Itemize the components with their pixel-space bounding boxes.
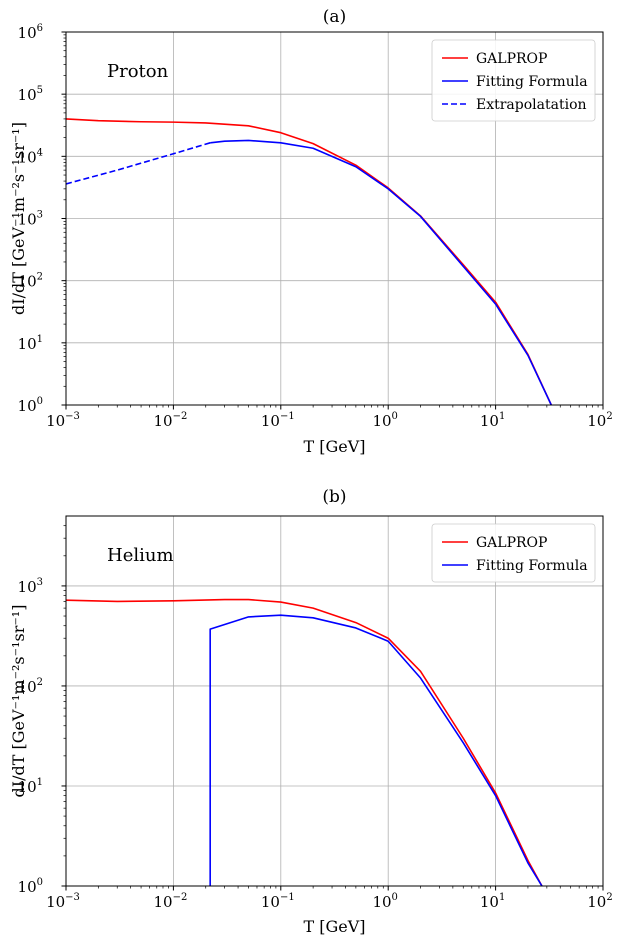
chart-panel-1: 10−3 10−2 10−1 100 101 102100101102103(b)Heli… — [9, 487, 613, 936]
x-tick-label: 10−2 — [153, 892, 187, 911]
x-tick-label: 10−3 — [46, 892, 80, 911]
legend: GALPROP Fitting Formula Extrapolatation — [431, 39, 596, 122]
x-tick-label: 101 — [480, 892, 505, 911]
y-tick-label: 100 — [18, 396, 43, 415]
plot-frame — [65, 515, 604, 887]
x-tick-label: 10−3 — [46, 411, 80, 430]
chart-panel-0: 10−3 10−2 10−1 100 101 1021001011021031041051… — [9, 7, 613, 456]
series-line-fitting-formula — [209, 614, 543, 886]
chart-title: (a) — [323, 7, 346, 27]
series-line-galprop — [66, 118, 553, 405]
legend-label: Fitting Formula — [476, 74, 588, 90]
legend-box — [431, 39, 596, 122]
particle-label: Helium — [107, 545, 174, 566]
series-line-extrapolatation — [66, 142, 211, 185]
x-axis-label: T [GeV] — [303, 917, 365, 936]
x-axis-label: T [GeV] — [303, 437, 365, 456]
legend: GALPROP Fitting Formula — [431, 523, 596, 583]
x-tick-label: 10−1 — [261, 892, 295, 911]
y-tick-label: 106 — [18, 23, 43, 42]
legend-label: Fitting Formula — [476, 558, 588, 574]
legend-label: GALPROP — [476, 51, 547, 67]
x-tick-label: 100 — [372, 411, 397, 430]
plot-frame — [65, 31, 604, 406]
chart-title: (b) — [322, 487, 346, 507]
legend-box — [431, 523, 596, 583]
x-tick-label: 102 — [587, 411, 612, 430]
x-tick-label: 102 — [587, 892, 612, 911]
y-tick-label: 103 — [18, 577, 43, 596]
legend-label: GALPROP — [476, 535, 547, 551]
x-tick-label: 101 — [480, 411, 505, 430]
particle-label: Proton — [107, 61, 169, 82]
y-axis-label: dI/dT [GeV⁻¹m⁻²s⁻¹sr⁻¹] — [9, 605, 28, 798]
y-tick-label: 105 — [18, 85, 43, 104]
y-axis-label: dI/dT [GeV⁻¹m⁻²s⁻¹sr⁻¹] — [9, 122, 28, 315]
series-line-galprop — [66, 598, 543, 886]
x-tick-label: 100 — [372, 892, 397, 911]
legend-label: Extrapolatation — [476, 97, 587, 113]
x-tick-label: 10−2 — [153, 411, 187, 430]
x-tick-label: 10−1 — [261, 411, 295, 430]
series-line-fitting-formula — [210, 139, 553, 405]
y-tick-label: 101 — [18, 334, 43, 353]
y-tick-label: 100 — [18, 877, 43, 896]
